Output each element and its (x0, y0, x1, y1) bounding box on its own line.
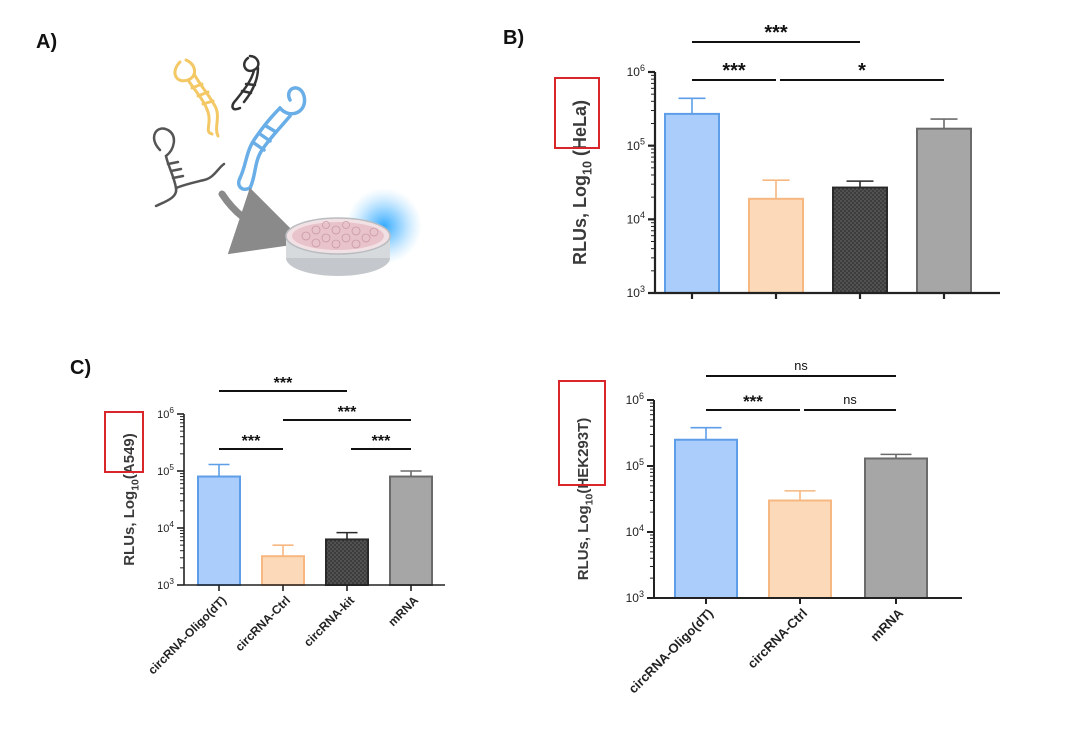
significance-label: *** (372, 433, 391, 450)
bar-circrna-ctrl (768, 499, 832, 600)
yellow-rna-hairpin-icon (173, 58, 220, 138)
panel-label-a: A) (36, 31, 57, 53)
blue-rna-hairpin-icon (237, 86, 307, 191)
x-category-label: circRNA-Oligo(dT) (145, 593, 229, 677)
highlight-box (104, 411, 144, 473)
y-tick-label: 106 (626, 391, 644, 407)
y-tick-label: 104 (157, 520, 174, 535)
petri-dish-icon (285, 217, 391, 276)
chart-a549: 103 104 105 106 RLUs, Log10(A549) circRNA-Oli… (104, 375, 445, 677)
x-category-label: circRNA-Ctrl (232, 593, 293, 654)
x-category-label: circRNA-Ctrl (744, 606, 810, 672)
panel-label-c: C) (70, 357, 91, 379)
y-tick-label: 104 (626, 523, 644, 539)
y-tick-label: 105 (157, 463, 174, 478)
y-tick-label: 106 (157, 406, 174, 421)
dark-rna-hairpin-icon (231, 54, 260, 111)
significance-label: ns (843, 392, 856, 407)
chart-hek293t: 103 104 105 106 RLUs, Log10(HEK293T) circRNA-… (558, 358, 962, 697)
y-axis-title: RLUs, Log10 (HeLa) (570, 100, 594, 265)
panel-label-b: B) (503, 27, 524, 49)
bar-mrna (389, 475, 433, 586)
y-tick-label: 106 (627, 63, 645, 79)
y-tick-label: 105 (627, 136, 645, 152)
significance-label: *** (242, 433, 261, 450)
grey-rna-hairpin-icon (152, 127, 226, 208)
y-axis-title: RLUs, Log10(A549) (121, 433, 142, 566)
y-tick-label: 103 (627, 284, 645, 300)
bar-group-4 (916, 127, 972, 294)
arrow-icon (218, 187, 306, 255)
significance-label: *** (722, 60, 746, 82)
significance-label: *** (764, 22, 788, 44)
bar-circrna-oligo-dt- (674, 438, 738, 599)
significance-label: *** (274, 375, 293, 392)
x-category-label: mRNA (385, 593, 421, 629)
y-tick-label: 103 (157, 577, 174, 592)
bar-group-2 (748, 197, 804, 294)
bar-group-1 (664, 112, 720, 294)
significance-label: *** (338, 404, 357, 421)
bar-circrna-oligo-dt- (197, 475, 241, 586)
significance-label: * (858, 60, 866, 82)
bar-mrna (864, 457, 928, 599)
rna-transfection-illustration (152, 54, 422, 276)
bar-group-3 (832, 186, 888, 294)
bar-circrna-ctrl (261, 555, 305, 586)
bar-circrna-kit (325, 538, 369, 586)
significance-label: ns (794, 358, 807, 373)
highlight-box (554, 77, 600, 149)
y-axis-title: RLUs, Log10(HEK293T) (575, 418, 596, 581)
significance-label: *** (743, 392, 763, 411)
y-tick-label: 104 (627, 210, 645, 226)
y-tick-label: 105 (626, 457, 644, 473)
x-category-label: mRNA (867, 605, 906, 644)
x-category-label: circRNA-Oligo(dT) (625, 606, 716, 697)
highlight-box (558, 380, 606, 486)
y-tick-label: 103 (626, 589, 644, 605)
x-category-label: circRNA-kit (301, 593, 357, 649)
